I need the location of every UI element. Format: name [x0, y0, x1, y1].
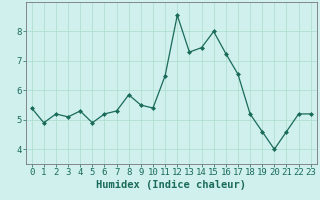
X-axis label: Humidex (Indice chaleur): Humidex (Indice chaleur) [96, 180, 246, 190]
